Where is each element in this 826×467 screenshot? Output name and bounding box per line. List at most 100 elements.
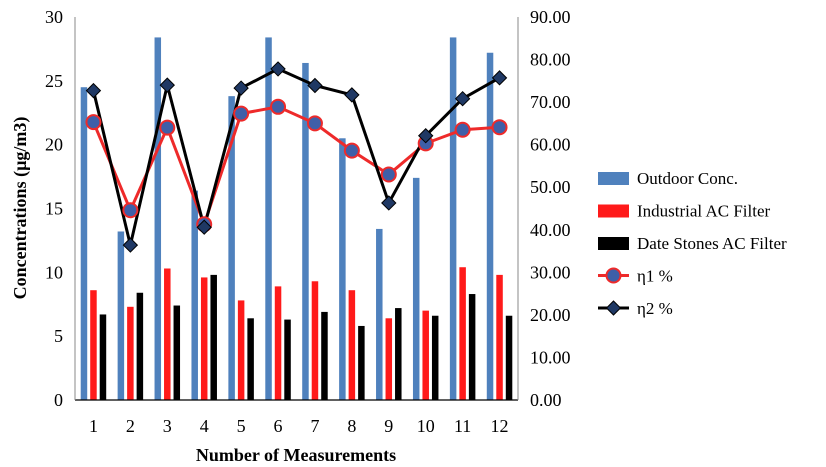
bar-industrial-ac-filter-3 <box>164 268 171 400</box>
x-tick-label: 4 <box>200 416 209 436</box>
x-axis-title: Number of Measurements <box>196 445 396 465</box>
y2-tick-label: 80.00 <box>530 50 571 70</box>
y-tick-label: 5 <box>54 326 63 346</box>
bar-outdoor-conc--9 <box>376 228 383 400</box>
legend-label-date-stones-ac-filter: Date Stones AC Filter <box>637 234 787 253</box>
bar-date-stones-ac-filter-4 <box>210 274 217 400</box>
y-tick-label: 15 <box>45 199 63 219</box>
bar-outdoor-conc--10 <box>412 177 420 400</box>
x-tick-label: 12 <box>491 416 509 436</box>
bar-outdoor-conc--6 <box>265 37 272 400</box>
legend-swatch-outdoor-conc- <box>598 172 629 185</box>
bar-industrial-ac-filter-2 <box>127 306 134 400</box>
x-tick-label: 7 <box>310 416 319 436</box>
bar-date-stones-ac-filter-8 <box>358 325 365 400</box>
x-tick-label: 1 <box>89 416 98 436</box>
x-tick-label: 6 <box>274 416 283 436</box>
bars-layer <box>80 37 513 401</box>
y2-axis-ticks: 0.00 10.00 20.00 30.00 40.00 50.00 60.00 70.00 8… <box>530 7 571 410</box>
marker-eta1-2 <box>122 202 139 219</box>
bar-industrial-ac-filter-8 <box>348 290 356 400</box>
bar-industrial-ac-filter-1 <box>90 290 97 400</box>
x-tick-label: 9 <box>384 416 393 436</box>
bar-industrial-ac-filter-12 <box>496 274 503 400</box>
y-axis-ticks: 0 5 10 15 20 25 30 <box>45 7 63 410</box>
y2-tick-label: 70.00 <box>530 92 571 112</box>
legend-marker--1- <box>605 267 622 284</box>
bar-industrial-ac-filter-6 <box>274 286 282 400</box>
marker-eta2-1 <box>85 82 102 99</box>
bar-outdoor-conc--8 <box>339 138 346 401</box>
bar-date-stones-ac-filter-11 <box>468 294 476 400</box>
line-eta2 <box>91 67 501 246</box>
legend-label--2-: η2 % <box>637 299 673 318</box>
bar-industrial-ac-filter-4 <box>200 277 208 400</box>
marker-eta2-10 <box>418 128 434 144</box>
bar-outdoor-conc--4 <box>191 190 198 400</box>
marker-eta1-9 <box>380 166 397 183</box>
bar-outdoor-conc--12 <box>486 52 494 400</box>
y2-tick-label: 30.00 <box>530 262 571 282</box>
y-tick-label: 25 <box>45 71 63 91</box>
y2-tick-label: 10.00 <box>530 347 571 367</box>
bar-date-stones-ac-filter-10 <box>431 315 439 400</box>
y-tick-label: 0 <box>54 390 63 410</box>
y2-tick-label: 90.00 <box>530 7 571 27</box>
bar-date-stones-ac-filter-12 <box>505 315 513 400</box>
x-tick-label: 5 <box>237 416 246 436</box>
bar-industrial-ac-filter-10 <box>422 310 429 400</box>
y2-tick-label: 40.00 <box>530 220 571 240</box>
legend-swatch-date-stones-ac-filter <box>598 237 629 250</box>
bar-industrial-ac-filter-5 <box>237 300 245 400</box>
legend-label-outdoor-conc-: Outdoor Conc. <box>637 169 738 188</box>
marker-eta2-6 <box>270 61 286 77</box>
x-tick-label: 2 <box>126 416 135 436</box>
legend-marker--2- <box>605 300 622 316</box>
x-tick-label: 3 <box>163 416 172 436</box>
bar-industrial-ac-filter-9 <box>385 318 393 400</box>
marker-eta2-11 <box>454 90 471 107</box>
marker-eta1-12 <box>491 119 508 136</box>
marker-eta2-8 <box>344 87 360 103</box>
marker-eta2-2 <box>122 237 139 253</box>
marker-eta1-3 <box>159 119 176 136</box>
bar-outdoor-conc--3 <box>154 37 162 400</box>
bar-date-stones-ac-filter-6 <box>284 319 291 400</box>
bar-industrial-ac-filter-7 <box>311 281 319 400</box>
bar-date-stones-ac-filter-2 <box>136 292 144 400</box>
marker-eta2-7 <box>307 77 323 94</box>
lines-layer <box>85 61 508 253</box>
y2-tick-label: 0.00 <box>530 390 562 410</box>
y2-tick-label: 20.00 <box>530 305 571 325</box>
y2-tick-label: 50.00 <box>530 177 571 197</box>
marker-eta1-5 <box>233 105 250 122</box>
bar-date-stones-ac-filter-7 <box>321 311 328 400</box>
marker-eta1-6 <box>270 98 287 115</box>
x-tick-label: 8 <box>347 416 356 436</box>
bar-outdoor-conc--5 <box>228 96 235 401</box>
y-axis-title: Concentrations (µg/m3) <box>10 117 31 300</box>
marker-eta2-12 <box>491 70 508 86</box>
marker-eta2-5 <box>233 80 249 96</box>
legend: Outdoor Conc. Industrial AC Filter Date St… <box>598 169 787 318</box>
bar-outdoor-conc--2 <box>117 231 125 400</box>
legend-label-industrial-ac-filter: Industrial AC Filter <box>637 202 771 221</box>
legend-swatch-industrial-ac-filter <box>598 204 629 218</box>
x-tick-label: 11 <box>454 416 471 436</box>
y-tick-label: 20 <box>45 135 63 155</box>
marker-eta1-7 <box>306 115 323 132</box>
bar-outdoor-conc--11 <box>449 37 457 400</box>
bar-date-stones-ac-filter-9 <box>395 308 402 400</box>
marker-eta1-1 <box>85 114 102 131</box>
bar-outdoor-conc--1 <box>80 87 88 400</box>
marker-eta1-11 <box>454 121 471 138</box>
y-tick-label: 10 <box>45 262 63 282</box>
y-tick-label: 30 <box>45 7 63 27</box>
bar-outdoor-conc--7 <box>302 62 309 401</box>
bar-date-stones-ac-filter-1 <box>99 314 107 400</box>
marker-eta2-9 <box>381 195 397 211</box>
bar-industrial-ac-filter-11 <box>459 267 466 400</box>
y2-tick-label: 60.00 <box>530 135 571 155</box>
legend-label--1-: η1 % <box>637 267 673 286</box>
